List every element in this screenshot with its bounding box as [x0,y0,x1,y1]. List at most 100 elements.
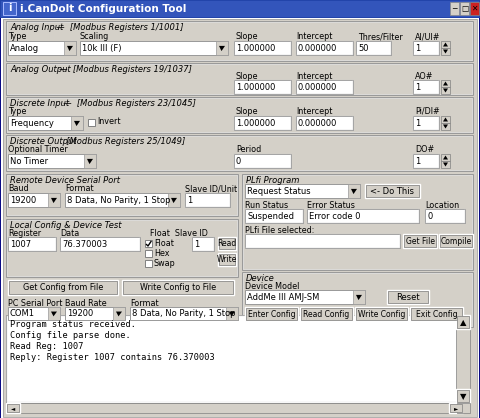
Bar [296,80,353,94]
Text: i: i [8,3,11,13]
Text: —  [Modbus Registers 23/1045]: — [Modbus Registers 23/1045] [58,99,195,108]
Bar [7,404,19,412]
Bar [3,2,16,15]
Bar [218,237,236,250]
Polygon shape [74,121,80,126]
Polygon shape [171,198,177,203]
Bar [185,193,230,207]
Text: Data: Data [60,229,79,238]
Bar [353,290,365,304]
Bar [246,308,297,320]
Text: 1: 1 [415,83,420,92]
Text: Device: Device [246,274,275,283]
Bar [413,80,439,94]
Bar [6,63,473,95]
Bar [300,307,353,321]
Bar [366,185,419,197]
Bar [7,220,237,276]
Bar [6,135,473,171]
Bar [6,403,20,413]
Bar [234,41,291,55]
Text: Register: Register [8,229,41,238]
Text: Compile: Compile [440,237,472,246]
Text: Slave ID/Unit: Slave ID/Unit [185,184,237,193]
Bar [130,307,238,320]
Bar [242,174,473,270]
Text: Baud Rate: Baud Rate [65,299,107,308]
Bar [234,154,291,168]
Bar [84,154,96,168]
Bar [439,234,473,248]
Bar [219,254,235,265]
Text: Read Reg: 1007: Read Reg: 1007 [10,342,84,351]
Bar [245,307,298,321]
Text: —  [Modbus Registers 1/1001]: — [Modbus Registers 1/1001] [51,23,183,32]
Bar [456,389,470,403]
Bar [192,237,214,251]
Bar [450,404,462,412]
Text: 19200: 19200 [10,196,36,205]
Bar [301,308,352,320]
Bar [355,307,408,321]
Bar [8,41,76,55]
Text: Discrete Output: Discrete Output [10,137,76,146]
Text: AO#: AO# [415,72,433,81]
Text: −: − [451,4,458,13]
Bar [71,116,83,130]
Bar [245,234,400,248]
Text: DO#: DO# [415,145,434,154]
Text: Frequency: Frequency [10,119,54,128]
Text: COM1: COM1 [10,309,35,319]
Text: □: □ [461,4,468,13]
Text: Device Model: Device Model [245,282,300,291]
Bar [365,184,420,198]
Text: Intercept: Intercept [296,32,332,41]
Bar [64,41,76,55]
Text: Program status received.: Program status received. [10,320,136,329]
Text: Format: Format [130,299,158,308]
Bar [450,2,459,15]
Polygon shape [443,163,448,166]
Bar [413,116,439,130]
Bar [185,193,230,207]
Bar [8,154,96,168]
Bar [404,235,436,247]
Polygon shape [443,125,448,128]
Bar [470,2,479,15]
Text: Invert: Invert [97,117,120,127]
Text: —  [Modbus Registers 19/1037]: — [Modbus Registers 19/1037] [54,65,192,74]
Bar [245,209,303,223]
Bar [8,116,83,130]
Bar [8,193,60,207]
Bar [6,315,463,403]
Text: Intercept: Intercept [296,72,332,81]
Bar [441,116,450,123]
Polygon shape [219,46,225,51]
Bar [296,116,353,130]
Bar [245,209,303,223]
Bar [242,272,473,327]
Text: AddMe III AMJ-SM: AddMe III AMJ-SM [247,293,319,302]
Bar [413,80,439,94]
Polygon shape [51,198,57,203]
Bar [243,175,472,269]
Text: Reset: Reset [396,293,420,302]
Text: 1.000000: 1.000000 [236,83,276,92]
Text: ◄: ◄ [11,406,15,411]
Text: [Modbus Registers 25/1049]: [Modbus Registers 25/1049] [61,137,185,146]
Text: 50: 50 [358,44,369,53]
Bar [216,41,228,55]
Text: ►: ► [454,406,458,411]
Text: Config file parse done.: Config file parse done. [10,331,131,340]
Bar [348,184,360,198]
Bar [80,41,228,55]
Bar [6,219,238,277]
Bar [8,307,60,320]
Bar [65,193,180,207]
Bar [387,290,429,304]
Bar [460,2,469,15]
Bar [307,209,419,223]
Bar [410,307,463,321]
Bar [0,0,480,18]
Text: 1: 1 [187,196,192,205]
